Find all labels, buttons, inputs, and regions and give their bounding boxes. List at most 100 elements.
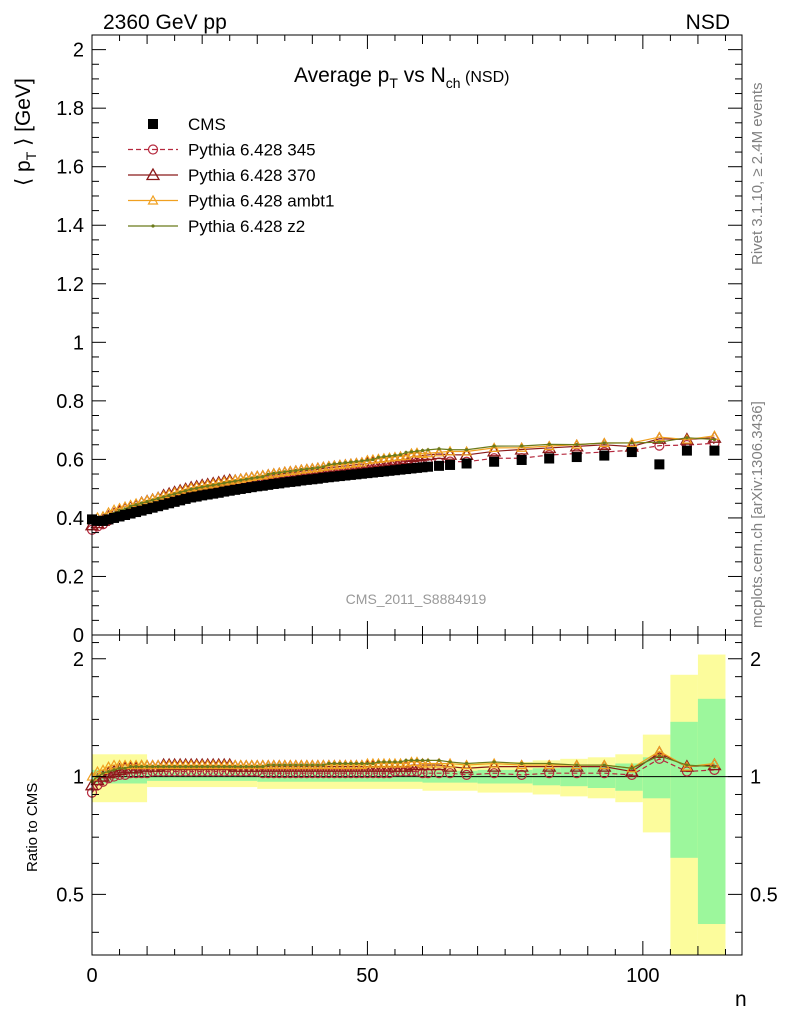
ratio-point	[257, 759, 269, 770]
series-point	[354, 459, 359, 464]
series-point	[464, 448, 469, 452]
ratio-point	[405, 756, 418, 767]
series-point	[239, 478, 243, 482]
series-point	[398, 451, 414, 465]
series-point	[365, 458, 370, 462]
ratio-point	[158, 759, 170, 770]
series-point	[602, 441, 606, 445]
data-point	[285, 476, 296, 487]
ratio-point	[261, 765, 265, 769]
series-point	[178, 490, 182, 494]
ratio-point	[213, 759, 225, 770]
data-point	[197, 490, 208, 501]
ratio-point	[147, 759, 159, 770]
ratio-point	[387, 760, 392, 764]
ratio-point	[404, 758, 408, 762]
ratio-point	[283, 763, 287, 767]
data-point	[571, 452, 582, 463]
chart-title: Average pT vs Nch (NSD)	[294, 64, 509, 91]
ratio-point	[167, 765, 171, 769]
series-point	[184, 489, 188, 493]
ratio-point	[420, 758, 425, 762]
series-point	[272, 471, 276, 476]
ratio-point	[139, 765, 144, 769]
y-tick-label: 2	[73, 40, 84, 62]
ratio-point	[349, 761, 353, 766]
data-point	[109, 512, 120, 523]
ratio-point	[106, 769, 111, 774]
ratio-point	[185, 759, 197, 770]
series-point	[233, 479, 237, 483]
ratio-point	[373, 768, 384, 779]
legend-marker	[151, 224, 155, 228]
ratio-point	[195, 765, 199, 769]
series-point	[488, 442, 500, 452]
analysis-watermark: CMS_2011_S8884919	[346, 591, 487, 607]
header-left: 2360 GeV pp	[103, 11, 227, 34]
data-point	[412, 462, 422, 473]
series-point	[316, 466, 320, 470]
ratio-point	[112, 768, 116, 772]
ratio-point	[492, 760, 496, 764]
data-point	[389, 465, 400, 476]
series-point	[255, 475, 259, 479]
ratio-point	[486, 759, 502, 772]
y-tick-label: 1.2	[56, 274, 84, 296]
ratio-point	[244, 765, 248, 769]
series-point	[371, 457, 375, 462]
ratio-point	[630, 766, 634, 770]
ratio-point	[235, 759, 247, 770]
series-point	[332, 462, 336, 466]
series-point	[189, 487, 193, 491]
data-point	[516, 454, 527, 465]
ratio-point	[250, 765, 254, 769]
series-point	[222, 481, 226, 485]
ratio-point	[516, 759, 528, 770]
ratio-point	[338, 761, 342, 766]
ratio-point	[246, 759, 258, 770]
series-point	[145, 499, 149, 504]
data-point	[296, 475, 307, 486]
ratio-point	[321, 763, 325, 767]
ratio-point	[150, 765, 155, 769]
stat-uncertainty-band	[642, 757, 671, 799]
ratio-point	[575, 763, 579, 767]
series-point	[349, 460, 353, 464]
y-tick-label: 0.4	[56, 508, 84, 530]
ratio-point	[712, 765, 717, 769]
data-point	[340, 470, 351, 481]
ratio-point	[117, 766, 122, 770]
series-point	[681, 433, 693, 444]
ratio-point	[288, 763, 292, 767]
ratio-point	[624, 764, 639, 777]
legend-marker-data	[148, 119, 158, 129]
ratio-point	[350, 759, 362, 770]
data-point	[301, 474, 312, 485]
y-tick-label: 1.6	[56, 157, 84, 179]
ratio-tick-label: 2	[73, 649, 84, 671]
data-point	[351, 469, 362, 480]
series-point	[206, 484, 210, 488]
ratio-point	[152, 759, 164, 770]
ratio-point	[354, 761, 359, 766]
series-point	[167, 493, 171, 497]
y-tick-label: 0	[73, 625, 84, 647]
series-point	[516, 442, 528, 452]
ratio-point	[189, 765, 193, 769]
series-point	[630, 441, 634, 445]
data-point	[136, 505, 147, 516]
series-point	[327, 463, 331, 467]
ratio-point	[277, 763, 281, 767]
ratio-point	[437, 758, 441, 762]
series-point	[283, 470, 287, 474]
data-point	[362, 468, 373, 479]
ratio-point	[310, 763, 314, 767]
ratio-point	[328, 759, 340, 770]
data-point	[318, 472, 329, 483]
series-point	[461, 445, 473, 456]
series-point	[360, 459, 364, 463]
data-point	[373, 466, 384, 477]
stat-uncertainty-band	[670, 721, 698, 858]
data-point	[120, 510, 131, 520]
series-point	[387, 454, 392, 458]
